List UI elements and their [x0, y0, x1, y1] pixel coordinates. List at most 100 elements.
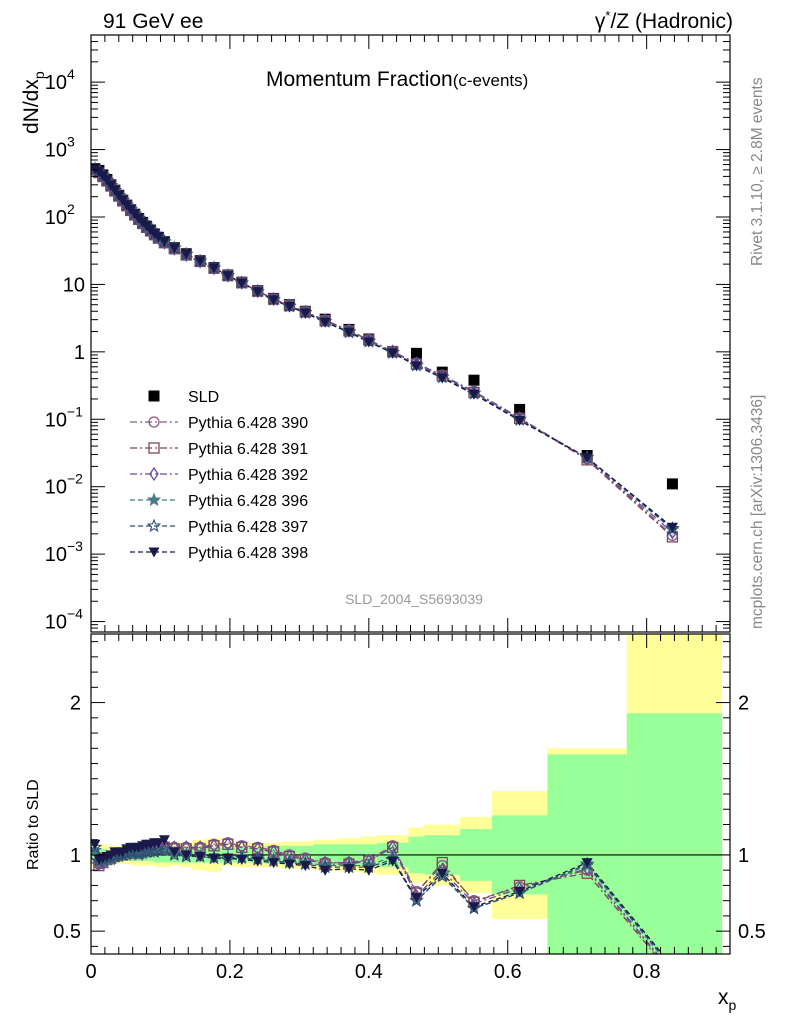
x-tick-label: 0.2 [216, 961, 244, 983]
legend-label: Pythia 6.428 390 [188, 415, 308, 432]
ratio-point [268, 858, 280, 869]
main-data-points [91, 161, 680, 543]
ratio-point [319, 865, 331, 876]
main-series-lines [94, 168, 673, 538]
mcplots-credit-text: mcplots.cern.ch [arXiv:1306.3436] [749, 395, 766, 629]
ratio-y-tick-label-right: 2 [738, 693, 749, 715]
ratio-point [168, 847, 180, 858]
main-y-tick-label-exponent: −4 [67, 606, 83, 622]
main-y-tick-label: 10 [45, 207, 67, 229]
main-series-line [94, 169, 673, 538]
mc-data-point [222, 271, 234, 282]
main-y-tick-label: 10 [45, 140, 67, 162]
mc-data-point [283, 302, 295, 313]
legend-label: Pythia 6.428 396 [188, 493, 308, 510]
ratio-point [343, 864, 355, 875]
ratio-point [147, 844, 162, 859]
green-band-bin [626, 713, 723, 954]
ratio-point [167, 847, 182, 862]
main-y-tick-label: 10 [45, 477, 67, 499]
legend-label: Pythia 6.428 392 [188, 467, 308, 484]
x-tick-label: 0.6 [494, 961, 522, 983]
legend-marker [148, 547, 160, 558]
mc-data-point [436, 373, 448, 384]
x-tick-label: 0.8 [633, 961, 661, 983]
legend-label: Pythia 6.428 397 [188, 519, 308, 536]
legend-marker [146, 492, 162, 507]
ratio-series-lines [91, 835, 664, 954]
main-y-tick-label-exponent: −2 [67, 471, 83, 487]
ratio-point [387, 856, 399, 867]
main-y-tick-label-exponent: −1 [67, 403, 83, 419]
main-y-tick-label: 10 [45, 72, 67, 94]
mc-data-point [343, 327, 355, 338]
analysis-watermark: SLD_2004_S5693039 [345, 591, 483, 607]
ratio-point [436, 868, 448, 879]
main-y-axis-label: dN/dxp [20, 71, 47, 134]
mc-data-point [319, 317, 331, 328]
ratio-point [410, 893, 422, 904]
ratio-point [194, 851, 206, 862]
ratio-point [468, 902, 480, 913]
mc-data-point [252, 287, 264, 298]
header-right: γ*/Z (Hadronic) [595, 8, 733, 33]
sld-data-point [666, 478, 678, 490]
ratio-y-tick-label-right: 0.5 [738, 921, 766, 943]
x-axis-label: xp [718, 986, 737, 1013]
main-y-tick-label: 1 [74, 342, 85, 364]
legend-marker [148, 416, 160, 428]
ratio-point [299, 861, 311, 872]
mc-data-point [109, 185, 121, 196]
mc-data-point [666, 522, 678, 533]
header-left: 91 GeV ee [103, 10, 203, 33]
ratio-point [435, 868, 450, 883]
main-series-line [94, 169, 673, 533]
mc-data-point [268, 295, 280, 306]
main-series-line [94, 169, 673, 536]
main-y-tick-label: 10 [45, 612, 67, 634]
mc-data-point [387, 348, 399, 359]
ratio-point [252, 856, 264, 867]
ratio-point [152, 838, 164, 849]
mc-data-point [299, 308, 311, 319]
sld-data-point [514, 403, 526, 415]
ratio-point [157, 841, 172, 855]
mc-data-point [363, 337, 375, 348]
main-frame [90, 34, 731, 633]
mc-data-point [468, 389, 480, 400]
mc-data-point [180, 249, 192, 260]
legend: SLD Pythia 6.428 390 Pythia 6.428 391 Pythi… [130, 389, 308, 562]
ratio-y-axis-label: Ratio to SLD [25, 779, 42, 870]
mc-data-point [581, 453, 593, 464]
sld-data-point [410, 347, 422, 359]
ratio-point [208, 853, 220, 864]
ratio-point [363, 865, 375, 876]
legend-label: Pythia 6.428 391 [188, 441, 308, 458]
mc-data-point [514, 415, 526, 426]
ratio-y-tick-label: 2 [70, 693, 81, 715]
legend-marker [146, 518, 162, 533]
ratio-point [283, 859, 295, 870]
mc-data-point [208, 263, 220, 274]
legend-marker [148, 442, 160, 454]
main-y-tick-label: 10 [45, 409, 67, 431]
ratio-y-tick-label: 0.5 [53, 921, 81, 943]
ratio-point [581, 858, 593, 869]
ratio-point [222, 853, 234, 864]
green-band-bin [547, 754, 627, 954]
x-tick-label: 0 [85, 961, 96, 983]
ratio-y-tick-label: 1 [70, 845, 81, 867]
legend-marker [149, 466, 159, 482]
ratio-point [223, 837, 233, 852]
main-y-tick-label-exponent: 4 [67, 66, 75, 82]
main-y-tick-label-exponent: 3 [67, 134, 75, 150]
ratio-uncertainty-bands [91, 634, 730, 954]
ratio-point [180, 850, 192, 861]
ratio-point [236, 855, 248, 866]
plot-title: Momentum Fraction(c-events) [266, 68, 528, 91]
main-y-tick-label-exponent: 2 [67, 201, 75, 217]
mc-data-point [158, 236, 170, 247]
ratio-point [91, 839, 101, 850]
